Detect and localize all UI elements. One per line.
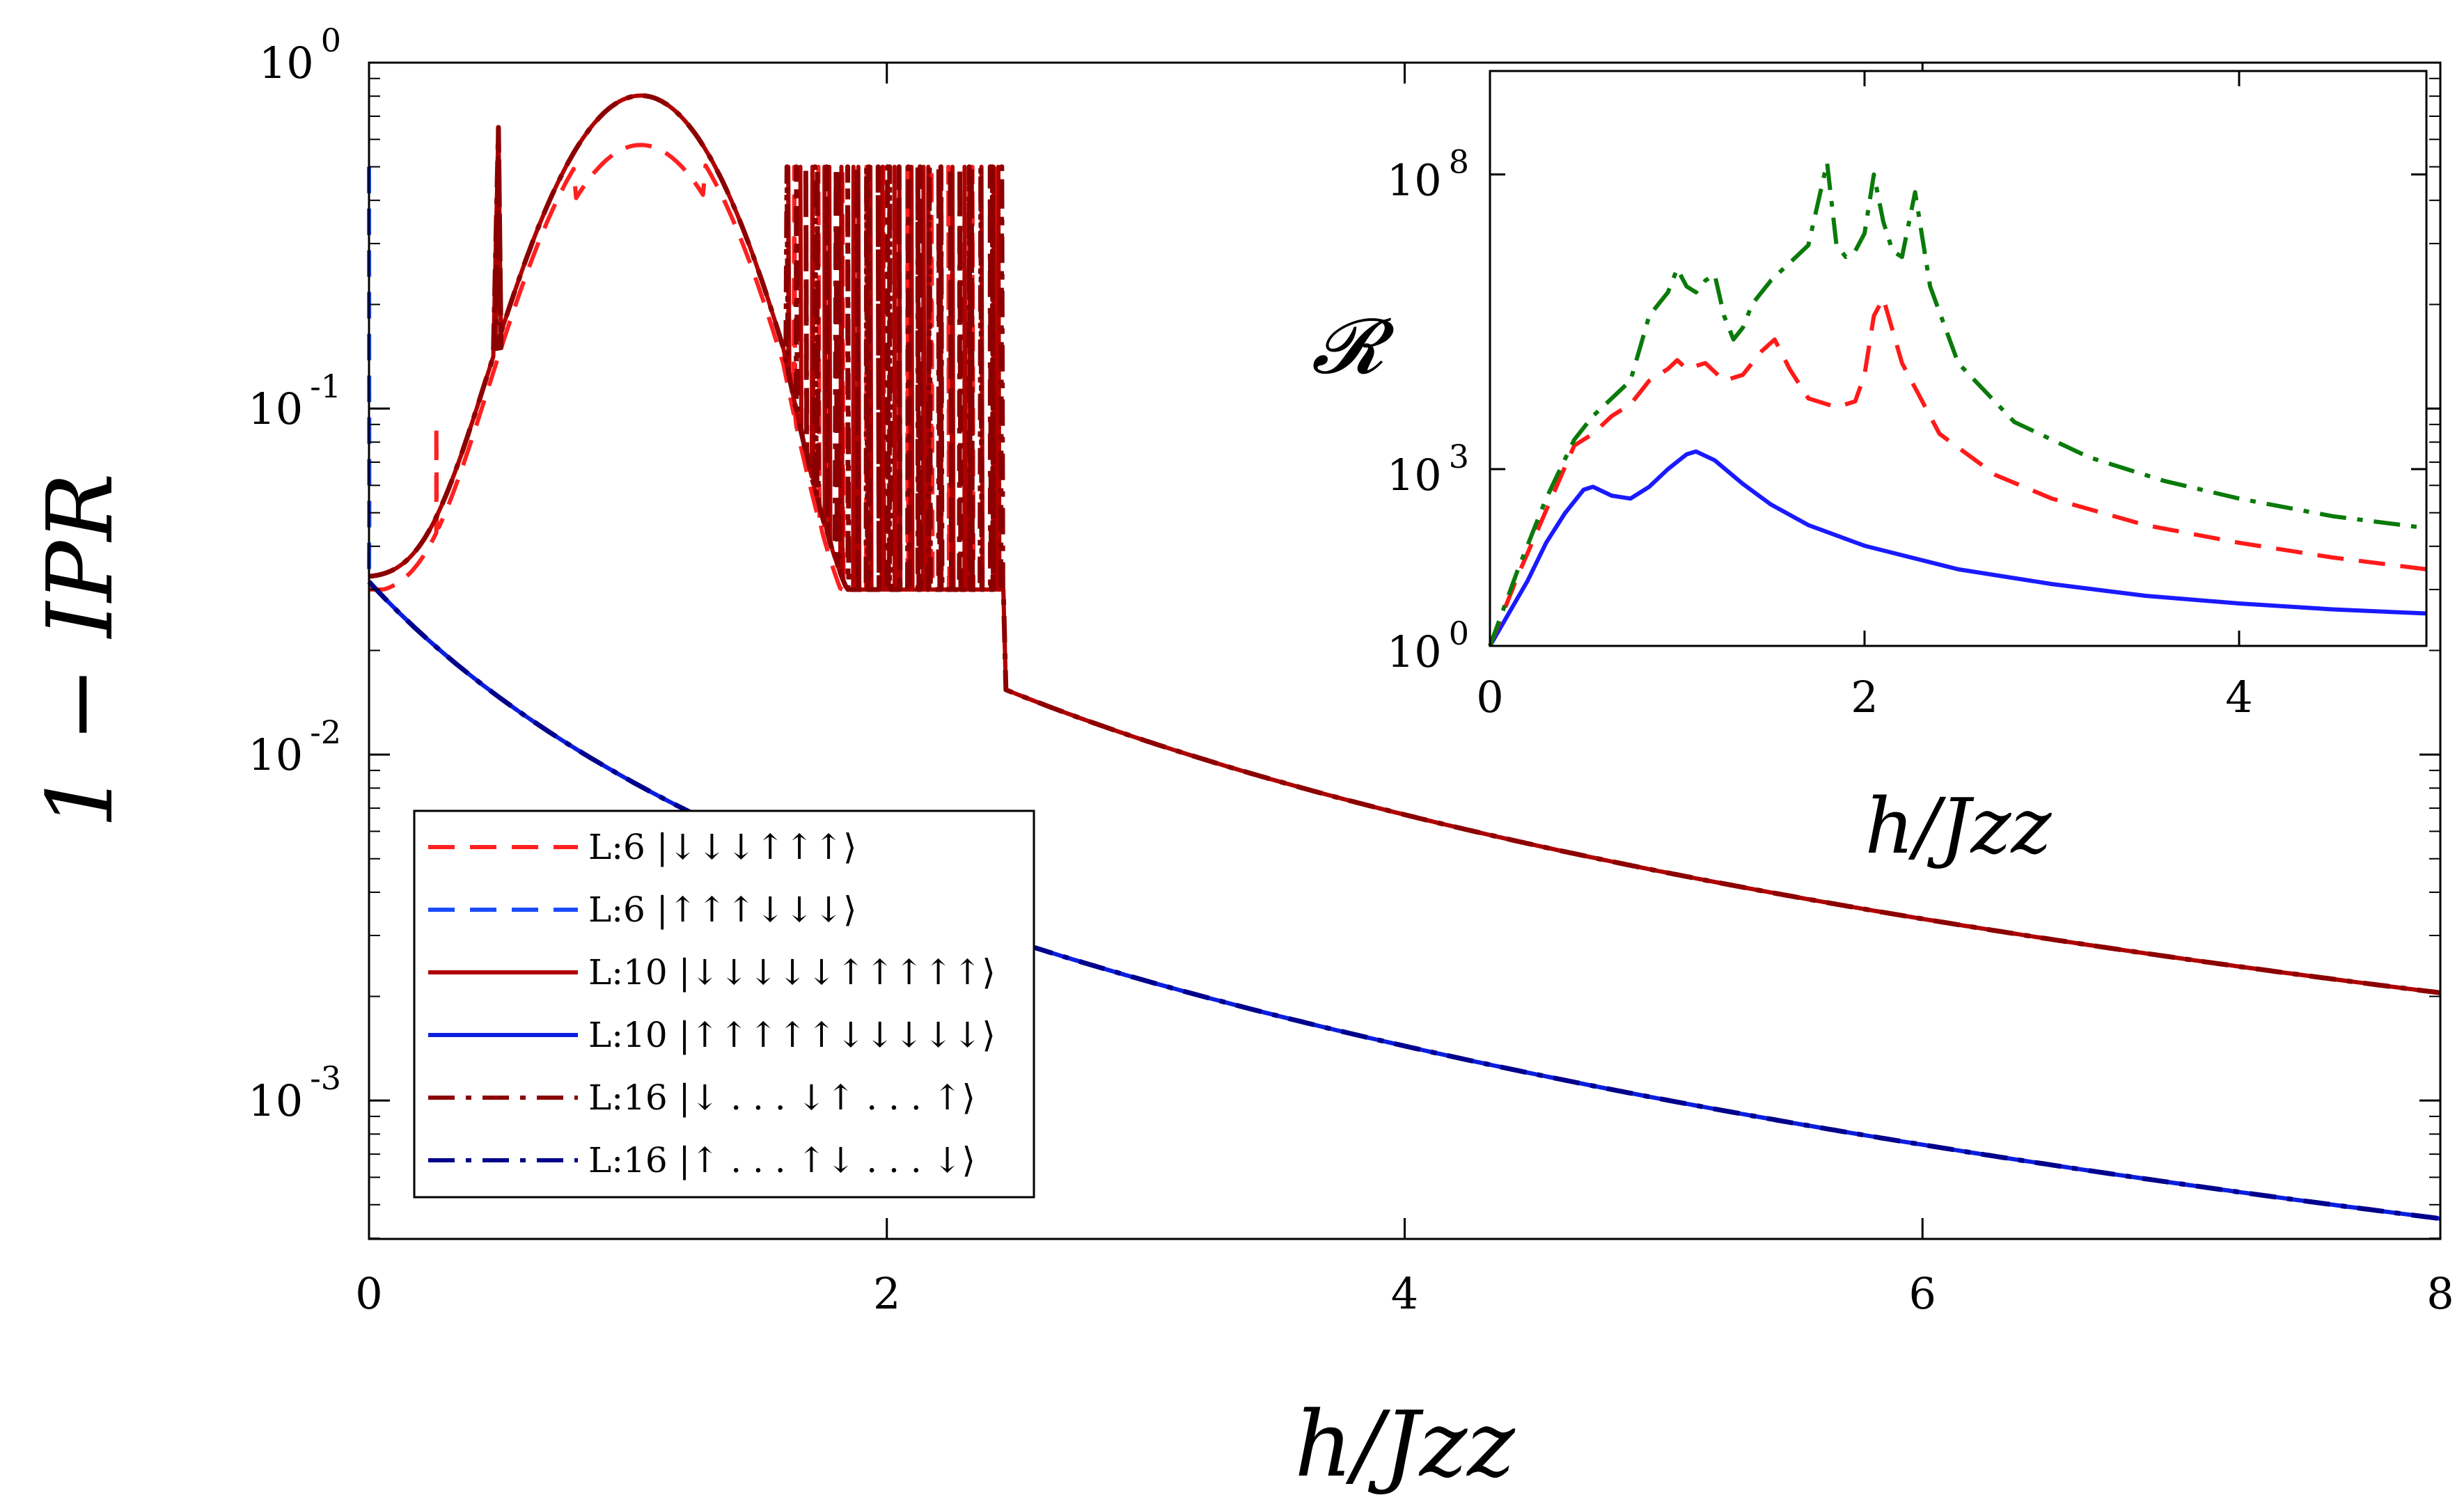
inset-series-line-2 <box>1488 296 2427 647</box>
inset-x-tick-label: 4 <box>2225 672 2252 722</box>
main-x-tick-label: 8 <box>2426 1268 2454 1319</box>
legend-items: L:6 |↓↓↓↑↑↑⟩ L:6 |↑↑↑↓↓↓⟩ L:10 |↓↓↓↓↓↑↑↑↑↑… <box>428 827 996 1180</box>
legend-box <box>413 809 1035 1199</box>
inset-series-group <box>1488 160 2427 647</box>
main-y-tick-label: 10 -3 <box>248 1059 341 1126</box>
main-x-tick-label: 0 <box>355 1268 382 1319</box>
main-x-ticks: 0 2 4 6 8 <box>355 63 2454 1319</box>
main-y-tick-label: 10 -1 <box>248 368 341 434</box>
inset-chart: 0 2 4 10 0 10 3 10 8 h/Jzz 𝓡 <box>1312 70 2428 871</box>
main-y-tick-label: 10 -2 <box>248 713 341 780</box>
main-series-line-5 <box>368 93 2441 995</box>
main-x-tick-label: 6 <box>1909 1268 1936 1319</box>
main-x-axis-label: h/Jzz <box>1294 1391 1516 1497</box>
inset-y-tick-label: 10 0 <box>1387 615 1469 677</box>
inset-x-ticks: 0 2 4 <box>1476 71 2253 722</box>
inset-series-line-1 <box>1488 449 2427 647</box>
main-x-tick-label: 2 <box>873 1268 900 1319</box>
inset-series-line-3 <box>1488 160 2427 647</box>
legend-label: L:6 |↓↓↓↑↑↑⟩ <box>588 827 856 867</box>
main-series-line-6 <box>367 580 2441 1222</box>
legend-label: L:16 |↑ . . . ↑↓ . . . ↓⟩ <box>588 1140 975 1180</box>
legend-label: L:16 |↓ . . . ↓↑ . . . ↑⟩ <box>588 1077 975 1118</box>
inset-x-tick-label: 0 <box>1476 672 1503 722</box>
inset-plot-frame <box>1489 70 2428 647</box>
legend: L:6 |↓↓↓↑↑↑⟩ L:6 |↑↑↑↓↓↓⟩ L:10 |↓↓↓↓↓↑↑↑↑↑… <box>413 809 1035 1199</box>
inset-x-axis-label: h/Jzz <box>1865 782 2053 871</box>
inset-x-tick-label: 2 <box>1851 672 1878 722</box>
main-y-axis-label: 1 − IPR <box>27 473 133 829</box>
inset-y-axis-label: 𝓡 <box>1312 301 1395 390</box>
inset-y-tick-label: 10 3 <box>1387 438 1469 500</box>
inset-y-ticks: 10 0 10 3 10 8 <box>1387 143 2426 677</box>
legend-label: L:6 |↑↑↑↓↓↓⟩ <box>588 890 856 930</box>
inset-background <box>1490 71 2426 646</box>
legend-label: L:10 |↓↓↓↓↓↑↑↑↑↑⟩ <box>588 952 996 993</box>
legend-label: L:10 |↑↑↑↑↑↓↓↓↓↓⟩ <box>588 1015 996 1055</box>
main-y-tick-label: 10 0 <box>259 22 341 88</box>
main-x-tick-label: 4 <box>1391 1268 1418 1319</box>
inset-y-tick-label: 10 8 <box>1387 143 1469 206</box>
